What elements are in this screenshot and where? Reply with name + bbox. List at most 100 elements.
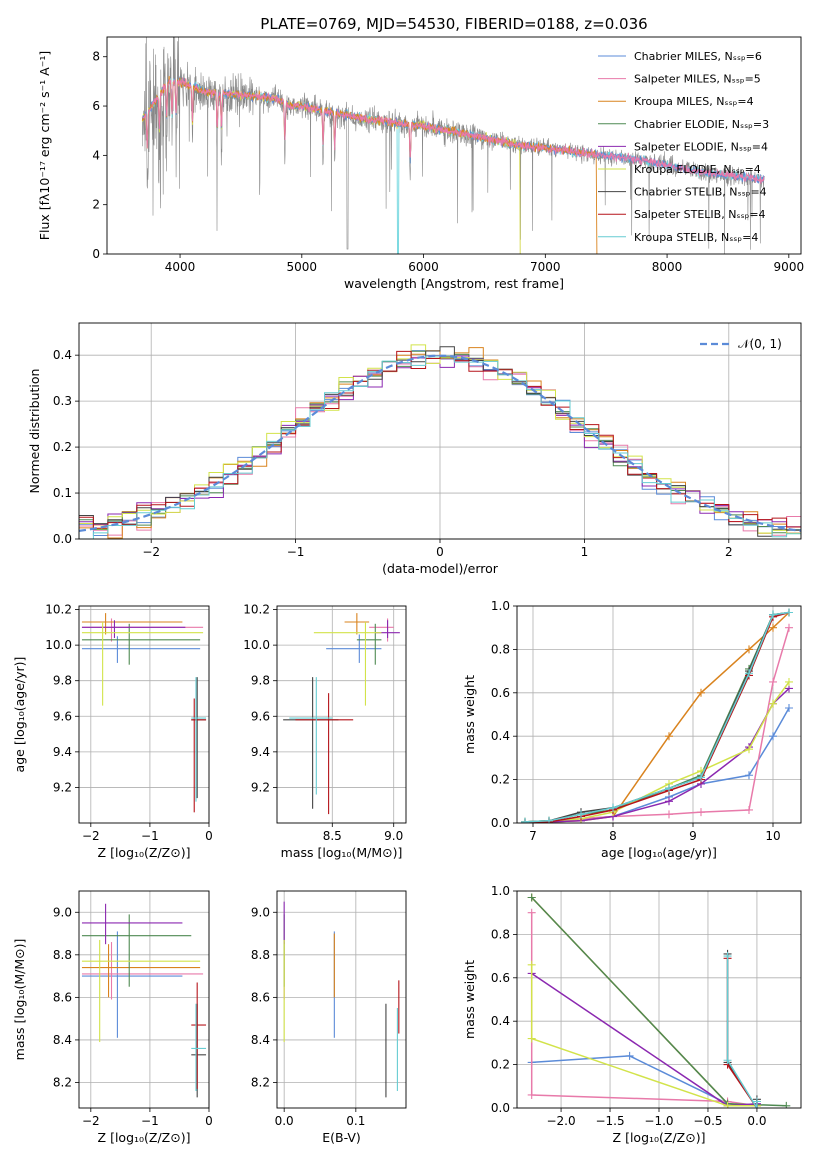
y-tick-label: 0.4 <box>53 348 72 362</box>
y-tick-label: 0.2 <box>491 773 510 787</box>
weight-point-marker <box>697 773 705 782</box>
x-tick-label: 8 <box>609 829 617 843</box>
weight-point-marker <box>769 610 777 619</box>
y-tick-label: 1.0 <box>491 884 510 898</box>
frame-mass-vs-metallicity: −2 −1 0 8.2 8.4 8.6 8.8 9.0 Z [log₁₀(Z/Z⊙)] mass … <box>12 890 213 1145</box>
normal-reference-curve <box>79 354 801 532</box>
weight-point-marker <box>665 810 673 819</box>
x-axis-label: mass [log₁₀(M/M⊙)] <box>281 845 403 860</box>
y-tick-label: 8.4 <box>53 1033 72 1047</box>
y-tick-label: 0 <box>92 247 100 261</box>
axes-frame <box>516 890 802 1109</box>
axes-frame <box>516 605 802 824</box>
y-tick-label: 10.2 <box>243 603 270 617</box>
y-tick-label: 9.2 <box>53 780 72 794</box>
weight-point-marker <box>527 1034 536 1043</box>
axes-mass-vs-metallicity: −2 −1 0 8.2 8.4 8.6 8.8 9.0 Z [log₁₀(Z/Z⊙)] mass … <box>12 890 213 1145</box>
y-tick-label: 9.4 <box>251 745 270 759</box>
weight-point-marker <box>769 677 777 686</box>
x-tick-label: −2 <box>82 829 100 843</box>
x-tick-label: 5000 <box>287 260 318 274</box>
y-tick-label: 9.6 <box>251 709 270 723</box>
x-tick-label: 6000 <box>408 260 439 274</box>
weight-point-marker <box>625 1051 634 1060</box>
weight-point-marker <box>527 960 536 969</box>
weight-point-marker <box>665 797 673 806</box>
weight-point-marker <box>785 623 793 632</box>
y-tick-label: 8.8 <box>251 948 270 962</box>
x-axis-label: wavelength [Angstrom, rest frame] <box>344 276 564 291</box>
weight-point-marker <box>697 688 705 697</box>
y-tick-label: 0.6 <box>491 971 510 985</box>
x-tick-label: 7000 <box>530 260 561 274</box>
x-axis-label: Z [log₁₀(Z/Z⊙)] <box>98 845 191 860</box>
frame-age-vs-mass: 8.5 9.0 9.2 9.4 9.6 9.8 10.0 10.2 mass [log₁₀(M/… <box>243 603 407 860</box>
legend-entry: Kroupa STELIB, Nₛₛₚ=4 <box>634 231 758 244</box>
x-tick-label: 4000 <box>165 260 196 274</box>
y-tick-label: 2 <box>92 198 100 212</box>
y-tick-label: 0.4 <box>491 729 510 743</box>
y-tick-label: 8.6 <box>251 990 270 1004</box>
y-tick-label: 1.0 <box>491 599 510 613</box>
legend-entry: Salpeter STELIB, Nₛₛₚ=4 <box>634 208 766 221</box>
x-tick-label: 8.5 <box>323 829 342 843</box>
weight-point-marker <box>769 699 777 708</box>
y-axis-label: Flux [fλ10⁻¹⁷ erg cm⁻² s⁻¹ A⁻¹] <box>37 51 52 240</box>
x-tick-label: 0 <box>436 545 444 559</box>
x-tick-label: 0.0 <box>275 1114 294 1128</box>
y-tick-label: 4 <box>92 148 100 162</box>
plot-area: 4000 5000 6000 7000 8000 900002468wavelength … <box>12 15 805 1145</box>
x-tick-label: 9 <box>689 829 697 843</box>
legend-entry: Salpeter MILES, Nₛₛₚ=5 <box>634 73 761 86</box>
y-tick-label: 8.2 <box>53 1075 72 1089</box>
x-tick-label: 0.1 <box>346 1114 365 1128</box>
axes-frame <box>106 36 802 255</box>
y-axis-label: mass weight <box>462 960 477 1039</box>
axes-frame <box>276 890 407 1109</box>
weight-point-marker <box>752 1097 761 1106</box>
y-tick-label: 0.8 <box>491 642 510 656</box>
weight-point-marker <box>723 952 732 961</box>
y-tick-label: 8.8 <box>53 948 72 962</box>
x-tick-label: 0.0 <box>747 1114 766 1128</box>
axes-frame <box>78 890 210 1109</box>
weight-point-marker <box>745 771 753 780</box>
frame-residual-histogram: −2 −1 0 1 2 0.0 0.1 0.2 0.3 0.4 (data-model)/error… <box>27 322 802 576</box>
x-tick-label: 9.0 <box>384 829 403 843</box>
weight-point-marker <box>785 703 793 712</box>
x-tick-label: −2 <box>82 1114 100 1128</box>
weight-point-marker <box>785 608 793 617</box>
x-tick-label: −0.5 <box>693 1114 722 1128</box>
x-tick-label: −1 <box>141 829 159 843</box>
x-axis-label: Z [log₁₀(Z/Z⊙)] <box>98 1130 191 1145</box>
chart-title: PLATE=0769, MJD=54530, FIBERID=0188, z=0… <box>260 15 647 33</box>
x-axis-label: age [log₁₀(age/yr)] <box>601 845 717 860</box>
weight-point-marker <box>723 1101 732 1108</box>
y-tick-label: 0.0 <box>491 816 510 830</box>
y-tick-label: 8.6 <box>53 990 72 1004</box>
axes-mass-vs-extinction: 0.0 0.1 8.2 8.4 8.6 8.8 9.0 E(B-V) <box>251 890 407 1145</box>
y-tick-label: 0.8 <box>491 927 510 941</box>
y-axis-label: age [log₁₀(age/yr)] <box>12 657 27 773</box>
weight-point-marker <box>745 805 753 814</box>
y-tick-label: 9.0 <box>53 905 72 919</box>
weight-point-marker <box>577 810 585 819</box>
axes-age-vs-metallicity: −2 −1 0 9.2 9.4 9.6 9.8 10.0 10.2 Z [log₁₀(Z/Z⊙)]… <box>12 603 213 860</box>
weight-point-marker <box>769 623 777 632</box>
legend-entry: Kroupa MILES, Nₛₛₚ=4 <box>634 95 754 108</box>
x-tick-label: 0 <box>205 1114 213 1128</box>
data-layer-mass-vs-metallicity <box>81 903 207 1098</box>
y-tick-label: 8.2 <box>251 1075 270 1089</box>
weight-point-marker <box>745 669 753 678</box>
x-tick-label: 9000 <box>774 260 805 274</box>
axes-age-vs-mass: 8.5 9.0 9.2 9.4 9.6 9.8 10.0 10.2 mass [log₁₀(M/… <box>243 603 407 860</box>
y-tick-label: 0.1 <box>53 486 72 500</box>
y-tick-label: 9.8 <box>251 674 270 688</box>
weight-point-marker <box>697 808 705 817</box>
x-tick-label: −1.0 <box>644 1114 673 1128</box>
data-layer-residual-histogram <box>79 344 801 539</box>
weight-point-marker <box>665 784 673 793</box>
axes-frame <box>78 322 802 540</box>
weight-point-marker <box>545 816 553 823</box>
